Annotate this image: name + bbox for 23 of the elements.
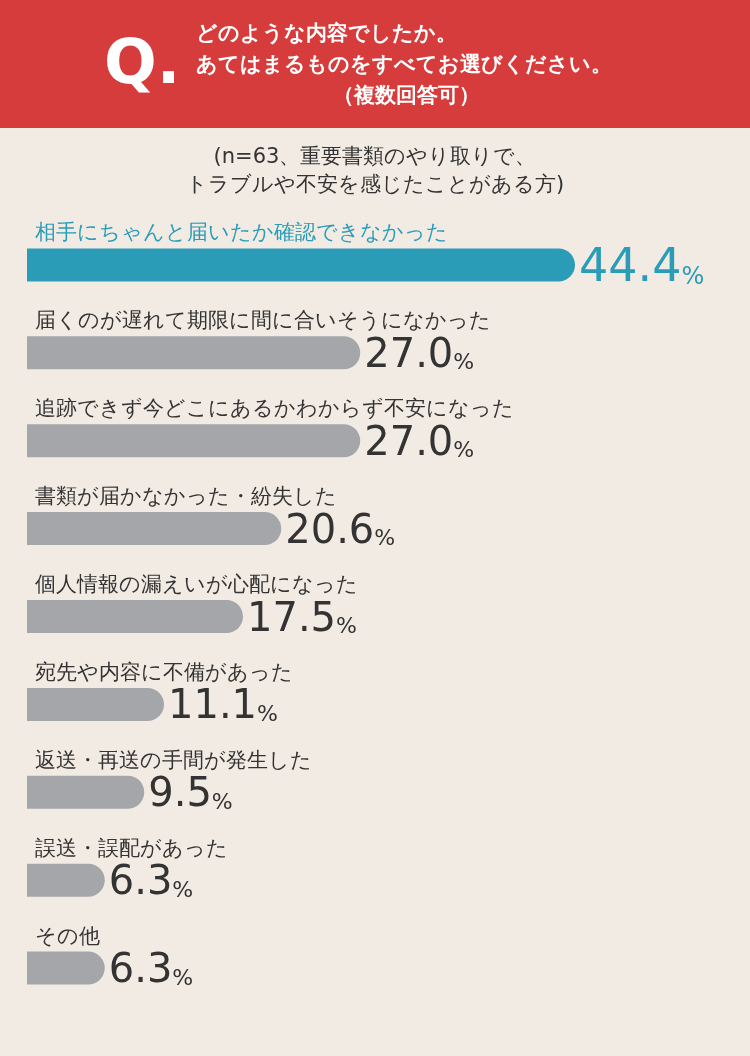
bar <box>27 248 575 282</box>
bar <box>27 775 145 809</box>
bar <box>27 687 164 721</box>
bar <box>27 424 361 458</box>
chart-subtitle: (n=63、重要書類のやり取りで、トラブルや不安を感じたことがある方) <box>184 143 566 198</box>
y-tick-label: 届くのが遅れて期限に間に合いそうになかった <box>35 308 491 333</box>
bar <box>27 951 105 985</box>
data-label: 6.3% <box>108 945 194 992</box>
data-label: 44.4% <box>579 237 705 292</box>
chart-title: どのような内容でしたか。あてはまるものをすべてお選びください。（複数回答可） <box>196 20 613 109</box>
bar <box>27 336 361 370</box>
data-label: 9.5% <box>148 769 233 816</box>
text: Q. <box>104 24 181 100</box>
y-tick-label: 誤送・誤配があった <box>35 835 228 860</box>
y-tick-label: 追跡できず今どこにあるかわからず不安になった <box>35 396 514 421</box>
y-tick-label: 返送・再送の手間が発生した <box>35 747 312 772</box>
y-tick-label: その他 <box>35 923 100 948</box>
bar <box>27 512 282 546</box>
bar <box>27 600 243 633</box>
y-tick-label: 個人情報の漏えいが心配になった <box>35 572 358 596</box>
y-tick-label: 相手にちゃんと届いたか確認できなかった <box>35 220 448 245</box>
y-tick-label: 宛先や内容に不備があった <box>35 659 293 684</box>
bar <box>27 863 105 897</box>
